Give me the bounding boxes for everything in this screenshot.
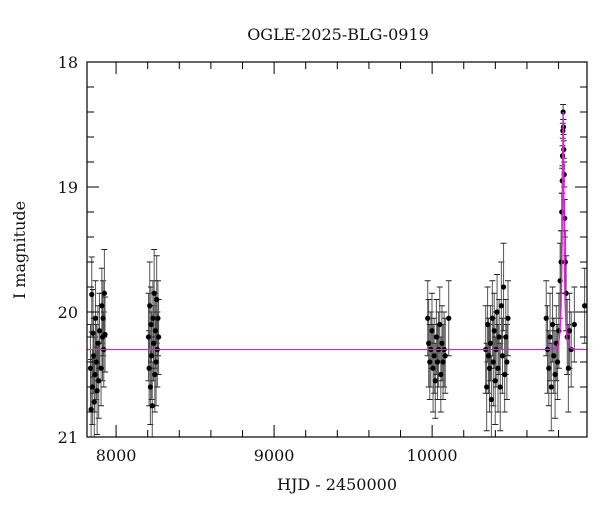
x-axis-ticks [115, 62, 560, 437]
plot-frame [86, 61, 588, 438]
x-tick-label: 10000 [407, 446, 458, 465]
y-axis-ticks [87, 61, 587, 438]
y-tick-label: 18 [58, 53, 78, 72]
y-tick-label: 21 [58, 428, 78, 447]
chart-title: OGLE-2025-BLG-0919 [247, 25, 429, 44]
y-axis-label: I magnitude [10, 201, 29, 299]
y-tick-label: 19 [58, 178, 78, 197]
y-axis-tick-labels: 18 19 20 21 [58, 53, 78, 447]
x-tick-label: 8000 [96, 446, 137, 465]
x-axis-label: HJD - 2450000 [277, 475, 397, 494]
data-points [87, 109, 587, 413]
error-bars [87, 104, 587, 437]
x-axis-tick-labels: 8000 9000 10000 [96, 446, 458, 465]
y-tick-label: 20 [58, 303, 78, 322]
x-tick-label: 9000 [254, 446, 295, 465]
model-curve [87, 111, 587, 351]
